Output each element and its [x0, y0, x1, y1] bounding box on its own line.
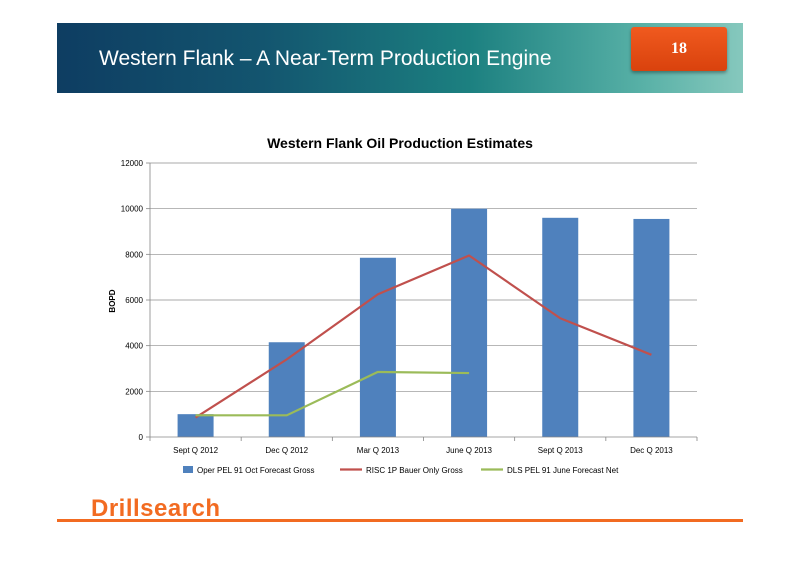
x-tick-label: Mar Q 2013 [357, 446, 400, 455]
bar-series [177, 208, 670, 437]
line-series [194, 254, 652, 419]
gridlines [150, 162, 697, 392]
y-axis-label: BOPD [108, 289, 117, 312]
footer-rule [57, 519, 743, 522]
y-tick-label: 4000 [125, 342, 143, 351]
y-tick-label: 12000 [121, 159, 144, 168]
drillsearch-logo: Drillsearch [91, 495, 221, 522]
bar [633, 218, 670, 437]
x-tick-label: Dec Q 2012 [265, 446, 308, 455]
bar [542, 217, 579, 437]
header-band [57, 23, 743, 93]
x-tick-label: Sept Q 2012 [173, 446, 218, 455]
bar [268, 342, 305, 437]
bar [177, 414, 214, 437]
bar [359, 257, 396, 437]
series-line [195, 370, 470, 417]
x-tick-label: Sept Q 2013 [538, 446, 583, 455]
legend-label: DLS PEL 91 June Forecast Net [507, 466, 619, 475]
slide-title: Western Flank – A Near-Term Production E… [99, 47, 552, 70]
y-tick-label: 2000 [125, 387, 143, 396]
y-tick-label: 0 [139, 433, 144, 442]
chart-title: Western Flank Oil Production Estimates [267, 135, 533, 151]
y-tick-label: 8000 [125, 250, 143, 259]
y-tick-label: 10000 [121, 205, 144, 214]
x-tick-label: June Q 2013 [446, 446, 492, 455]
series-line [194, 254, 652, 419]
x-tick-label: Dec Q 2013 [630, 446, 673, 455]
legend-swatch [183, 466, 193, 473]
axes: 0 2000 4000 6000 8000 10000 12000 Sept Q 2012 De… [121, 159, 698, 455]
page-number-badge: 18 [631, 27, 727, 71]
legend-label: RISC 1P Bauer Only Gross [366, 466, 463, 475]
legend: Oper PEL 91 Oct Forecast Gross RISC 1P Ba… [183, 466, 619, 475]
y-tick-label: 6000 [125, 296, 143, 305]
legend-label: Oper PEL 91 Oct Forecast Gross [197, 466, 315, 475]
bar [451, 208, 488, 437]
